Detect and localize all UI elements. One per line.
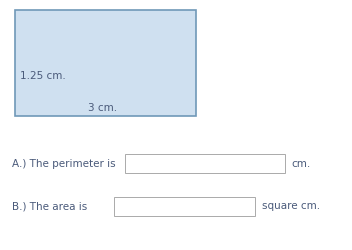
Bar [125, 154, 285, 173]
Text: B.) The area is: B.) The area is [12, 201, 88, 211]
Bar [114, 197, 255, 216]
Text: cm.: cm. [291, 159, 311, 169]
Text: 3 cm.: 3 cm. [88, 103, 117, 113]
Text: square cm.: square cm. [262, 201, 320, 211]
Bar [15, 10, 196, 116]
Text: A.) The perimeter is: A.) The perimeter is [12, 159, 116, 169]
Text: 1.25 cm.: 1.25 cm. [20, 71, 66, 81]
